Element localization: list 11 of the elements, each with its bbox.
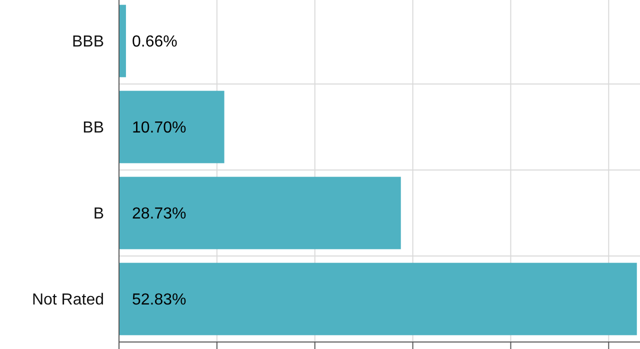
y-tick-label: B	[93, 206, 104, 223]
bar	[118, 262, 637, 336]
y-tick-label: BB	[82, 120, 104, 137]
data-label: 52.83%	[132, 292, 186, 309]
y-tick-label: BBB	[72, 34, 104, 51]
bar	[118, 176, 401, 250]
bar	[118, 90, 224, 164]
data-label: 10.70%	[132, 120, 186, 137]
y-tick-label: Not Rated	[32, 292, 104, 309]
data-label: 28.73%	[132, 206, 186, 223]
data-label: 0.66%	[132, 34, 178, 51]
